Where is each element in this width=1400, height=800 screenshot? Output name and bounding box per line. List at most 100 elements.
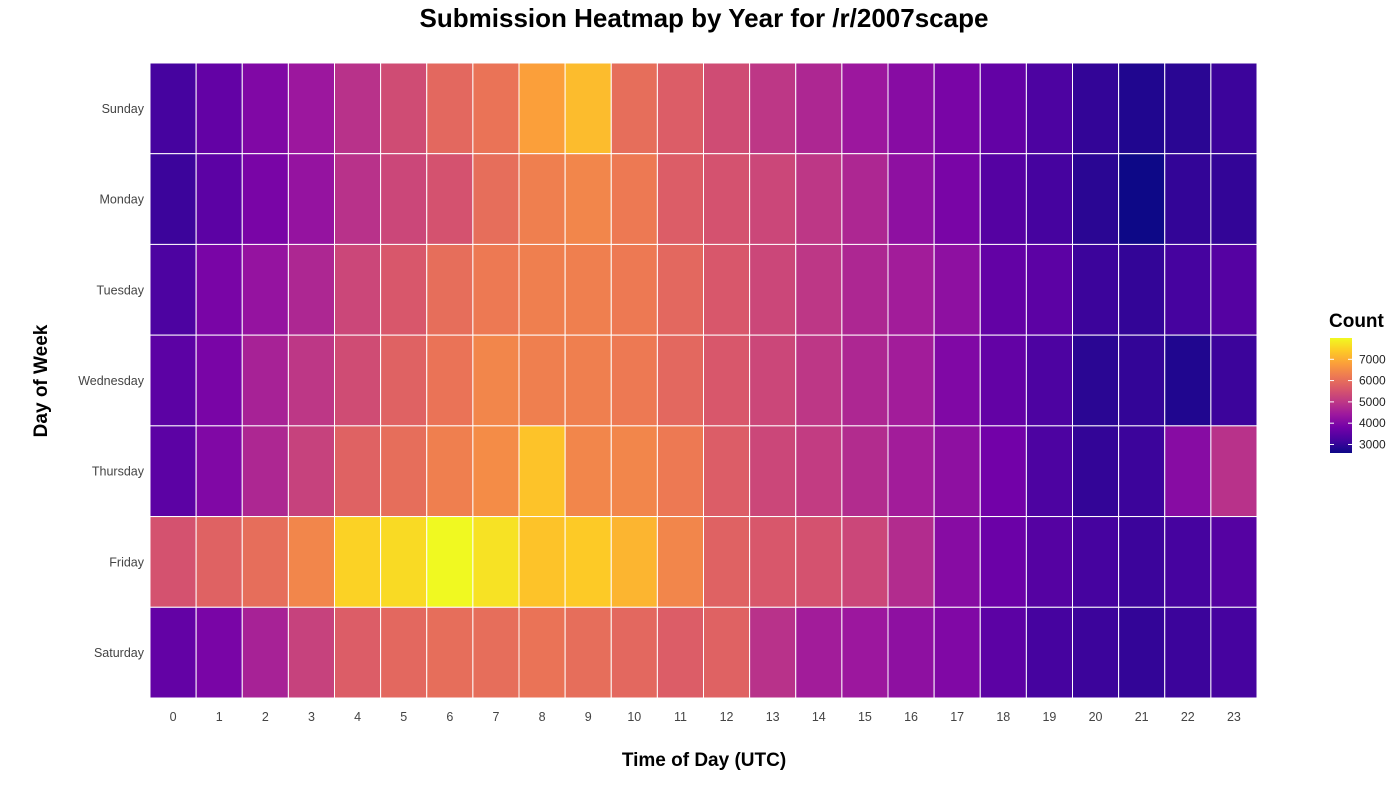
heatmap-cell-wednesday-14 <box>795 334 843 427</box>
heatmap-cell-thursday-14 <box>795 425 843 518</box>
heatmap-cell-tuesday-22 <box>1164 243 1212 336</box>
heatmap-cell-monday-0 <box>149 153 197 245</box>
x-tick-16: 16 <box>904 710 918 724</box>
heatmap-cell-thursday-5 <box>380 425 428 518</box>
heatmap-cell-tuesday-7 <box>472 243 520 336</box>
legend-title: Count <box>1329 311 1385 332</box>
heatmap-cell-wednesday-4 <box>334 334 382 427</box>
heatmap-cell-saturday-1 <box>195 606 243 699</box>
heatmap-cell-friday-22 <box>1164 516 1212 608</box>
heatmap-cell-thursday-13 <box>749 425 797 518</box>
heatmap-cell-tuesday-19 <box>1025 243 1074 336</box>
heatmap-cell-wednesday-11 <box>656 334 705 427</box>
heatmap-cell-friday-11 <box>656 516 705 608</box>
heatmap-cell-saturday-11 <box>656 606 705 699</box>
x-tick-10: 10 <box>627 710 641 724</box>
heatmap-cell-thursday-4 <box>334 425 382 518</box>
heatmap-cell-tuesday-13 <box>749 243 797 336</box>
heatmap-cell-sunday-17 <box>933 62 981 155</box>
heatmap-cell-tuesday-4 <box>334 243 382 336</box>
heatmap-cell-saturday-21 <box>1118 606 1166 699</box>
heatmap-cell-monday-3 <box>287 153 336 245</box>
y-tick-wednesday: Wednesday <box>78 374 145 388</box>
heatmap-cell-monday-16 <box>887 153 935 245</box>
heatmap-cell-monday-15 <box>841 153 889 245</box>
heatmap-cell-saturday-17 <box>933 606 981 699</box>
x-axis-title: Time of Day (UTC) <box>622 750 786 771</box>
heatmap-cell-friday-1 <box>195 516 243 608</box>
x-tick-4: 4 <box>354 710 361 724</box>
x-tick-7: 7 <box>492 710 499 724</box>
heatmap-cell-wednesday-22 <box>1164 334 1212 427</box>
heatmap-cell-monday-1 <box>195 153 243 245</box>
heatmap-cell-wednesday-17 <box>933 334 981 427</box>
heatmap-cell-tuesday-17 <box>933 243 981 336</box>
heatmap-cell-sunday-1 <box>195 62 243 155</box>
heatmap-cell-wednesday-18 <box>979 334 1027 427</box>
x-tick-8: 8 <box>539 710 546 724</box>
x-tick-labels: 0 1 2 3 4 5 6 7 8 9 10 11 12 13 14 15 16 17 18 19 20 21 22 23 <box>170 710 1241 724</box>
heatmap-cell-friday-16 <box>887 516 935 608</box>
color-legend: Count 7000 6000 5000 4000 3000 <box>1329 311 1386 453</box>
heatmap-cell-sunday-9 <box>564 62 612 155</box>
heatmap-cell-tuesday-9 <box>564 243 612 336</box>
legend-tick-3000: 3000 <box>1359 437 1386 451</box>
heatmap-cell-wednesday-10 <box>610 334 658 427</box>
heatmap-cell-monday-11 <box>656 153 705 245</box>
heatmap-cell-monday-8 <box>518 153 566 245</box>
heatmap-cell-wednesday-0 <box>149 334 197 427</box>
heatmap-cell-saturday-7 <box>472 606 520 699</box>
heatmap-cell-saturday-14 <box>795 606 843 699</box>
heatmap-cell-sunday-3 <box>287 62 336 155</box>
heatmap-cell-sunday-14 <box>795 62 843 155</box>
x-tick-0: 0 <box>170 710 177 724</box>
heatmap-cell-wednesday-7 <box>472 334 520 427</box>
heatmap-cell-friday-23 <box>1210 516 1258 608</box>
heatmap-cell-wednesday-23 <box>1210 334 1258 427</box>
heatmap-cells <box>149 62 1258 699</box>
heatmap-cell-sunday-18 <box>979 62 1027 155</box>
heatmap-cell-tuesday-21 <box>1118 243 1166 336</box>
heatmap-cell-wednesday-19 <box>1025 334 1074 427</box>
heatmap-cell-friday-0 <box>149 516 197 608</box>
heatmap-cell-tuesday-2 <box>241 243 289 336</box>
heatmap-cell-thursday-7 <box>472 425 520 518</box>
legend-tick-4000: 4000 <box>1359 416 1386 430</box>
heatmap-cell-thursday-6 <box>426 425 474 518</box>
heatmap-cell-tuesday-10 <box>610 243 658 336</box>
heatmap-cell-friday-3 <box>287 516 336 608</box>
heatmap-cell-friday-19 <box>1025 516 1074 608</box>
heatmap-cell-monday-17 <box>933 153 981 245</box>
heatmap-cell-thursday-21 <box>1118 425 1166 518</box>
heatmap-cell-sunday-11 <box>656 62 705 155</box>
legend-ticks: 7000 6000 5000 4000 3000 <box>1330 352 1386 451</box>
heatmap-cell-friday-5 <box>380 516 428 608</box>
x-tick-22: 22 <box>1181 710 1195 724</box>
heatmap-cell-saturday-13 <box>749 606 797 699</box>
heatmap-cell-sunday-20 <box>1072 62 1120 155</box>
heatmap-cell-tuesday-3 <box>287 243 336 336</box>
y-tick-monday: Monday <box>100 193 145 207</box>
heatmap-cell-monday-9 <box>564 153 612 245</box>
heatmap-cell-saturday-15 <box>841 606 889 699</box>
heatmap-cell-monday-7 <box>472 153 520 245</box>
heatmap-cell-saturday-16 <box>887 606 935 699</box>
x-tick-19: 19 <box>1042 710 1056 724</box>
heatmap-cell-wednesday-6 <box>426 334 474 427</box>
y-tick-friday: Friday <box>109 555 144 569</box>
heatmap-cell-sunday-6 <box>426 62 474 155</box>
y-tick-tuesday: Tuesday <box>97 283 145 297</box>
heatmap-cell-sunday-12 <box>703 62 751 155</box>
x-tick-15: 15 <box>858 710 872 724</box>
y-tick-labels: Sunday Monday Tuesday Wednesday Thursday Frid… <box>78 102 145 660</box>
heatmap-cell-saturday-3 <box>287 606 336 699</box>
heatmap-cell-wednesday-3 <box>287 334 336 427</box>
heatmap-cell-tuesday-20 <box>1072 243 1120 336</box>
heatmap-cell-saturday-12 <box>703 606 751 699</box>
heatmap-cell-saturday-10 <box>610 606 658 699</box>
heatmap-cell-friday-4 <box>334 516 382 608</box>
heatmap-cell-friday-12 <box>703 516 751 608</box>
heatmap-cell-wednesday-5 <box>380 334 428 427</box>
